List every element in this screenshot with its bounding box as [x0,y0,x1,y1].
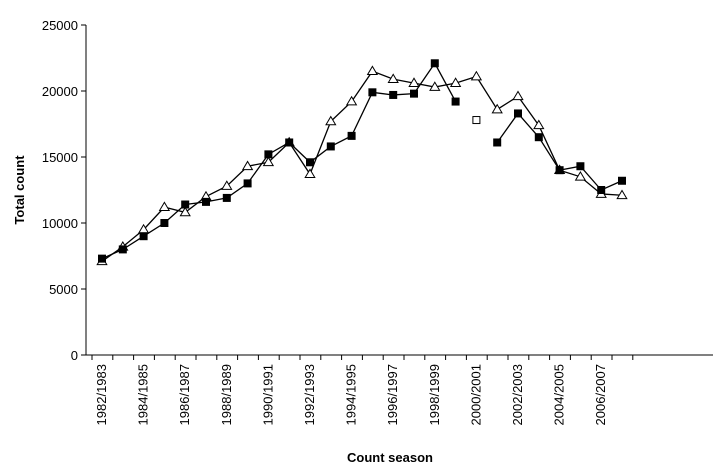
series-0 [96,65,628,266]
series-line [101,70,623,262]
data-point [326,142,335,151]
data-point [368,88,377,97]
data-point [387,73,399,83]
data-point [451,97,460,106]
x-tick-label: 2002/2003 [510,364,525,425]
data-point [160,219,169,227]
data-point [470,70,483,81]
data-point [304,168,316,179]
series-line [101,62,623,260]
x-tick-label: 1986/1987 [177,364,192,425]
data-point [181,200,190,209]
x-tick-label: 1998/1999 [427,364,442,425]
data-point [574,171,587,181]
data-point [98,254,106,263]
data-point [222,193,231,202]
x-tick-label: 2004/2005 [552,364,567,425]
data-point [514,109,522,118]
x-axis: 1982/1983 1984/1985 1986/1987 1988/1989 1990… [86,354,713,425]
data-point [389,90,398,99]
data-point [430,59,439,68]
data-point [264,150,273,159]
data-point [202,197,210,206]
data-point [472,116,481,125]
data-point [597,186,606,194]
x-tick-label: 1988/1989 [219,364,234,425]
x-tick-label: 1996/1997 [385,364,400,425]
y-tick-label: 10000 [42,216,78,231]
y-tick-label: 20000 [42,84,78,99]
data-point [429,81,441,91]
data-point [616,189,628,200]
data-point [533,119,545,130]
data-point [449,77,462,87]
data-point [325,115,337,126]
data-point [555,166,564,175]
x-tick-label: 1992/1993 [302,364,317,425]
x-axis-title: Count season [347,450,433,465]
data-point [118,245,127,254]
y-axis-title: Total count [12,155,27,225]
data-point [366,65,379,76]
data-point [139,232,148,241]
data-point [408,77,420,87]
data-point [618,176,626,185]
data-point [410,89,418,98]
x-tick-label: 1984/1985 [136,364,151,425]
y-axis: 0 5000 10000 15000 20000 25000 [42,18,87,363]
data-point [262,156,275,167]
data-point [493,138,502,147]
data-point [243,179,252,188]
data-point [285,138,294,147]
data-point [534,133,543,142]
y-tick-label: 0 [71,348,78,363]
series-layer [96,59,628,266]
x-tick-label: 2000/2001 [468,364,483,425]
data-point [158,201,171,212]
data-point [221,180,233,190]
data-point [347,131,356,140]
data-point [576,162,585,171]
y-tick-label: 15000 [42,150,78,165]
series-1 [98,59,626,263]
y-tick-label: 5000 [49,282,78,297]
x-tick-label: 2006/2007 [593,364,608,425]
x-tick-label: 1994/1995 [344,364,359,425]
data-point [345,95,358,106]
x-tick-label: 1990/1991 [260,364,275,425]
data-point [491,103,503,114]
data-point [512,90,524,101]
data-point [306,158,314,167]
data-point [179,206,191,217]
data-point [241,160,254,171]
y-tick-label: 25000 [42,18,78,33]
x-tick-label: 1982/1983 [94,364,109,425]
